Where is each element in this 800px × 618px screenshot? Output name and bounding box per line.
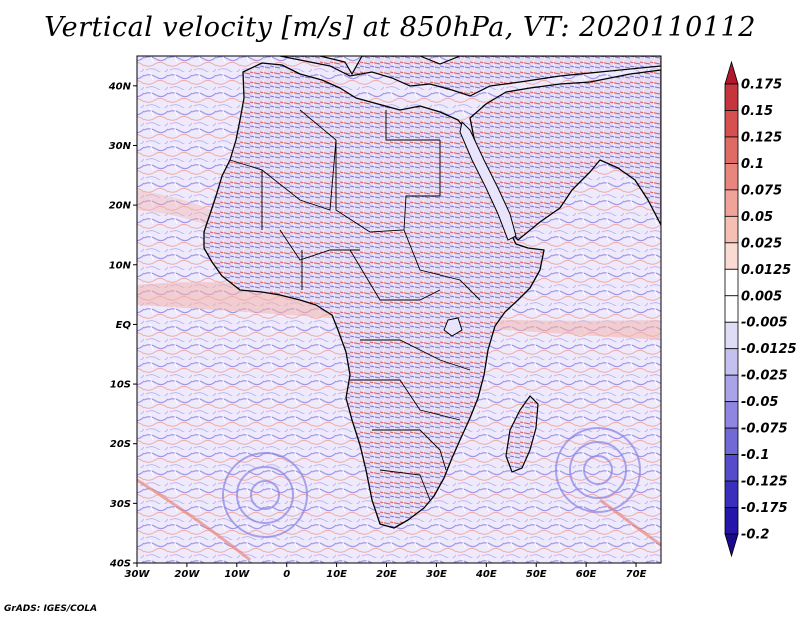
lat-tick-label: 40S (109, 559, 131, 570)
lat-tick-label: 10N (109, 260, 132, 271)
colorbar-label: 0.05 (741, 210, 773, 225)
lon-tick-label: 70E (626, 569, 647, 580)
front-west (137, 478, 251, 562)
colorbar-segment (724, 189, 739, 217)
front-east (599, 498, 661, 547)
lon-tick-label: 50E (526, 569, 547, 580)
colorbar-label: -0.175 (741, 501, 788, 516)
footer-credit: GrADS: IGES/COLA (4, 604, 98, 614)
colorbar-label: 0.025 (741, 236, 782, 251)
country-borders (229, 109, 481, 501)
colorbar-segment (724, 163, 739, 191)
lon-tick-label: 40E (475, 569, 497, 580)
colorbar-label: 0.175 (741, 78, 782, 93)
colorbar-segment (724, 295, 739, 323)
map-panel (136, 55, 662, 564)
colorbar-label: 0.075 (741, 183, 782, 198)
longitude-axis: 30W 20W 10W 0 10E 20E 30E 40E 50E 60E 70E (125, 563, 647, 580)
map-title: Vertical velocity [m/s] at 850hPa, VT: 2… (44, 12, 756, 43)
lat-tick-label: 30S (110, 499, 131, 510)
itcz-band (137, 282, 660, 340)
lon-tick-label: 10W (224, 569, 250, 580)
lat-tick-label: 20S (110, 439, 131, 450)
colorbar-label: -0.05 (741, 395, 778, 410)
lat-tick-label: 30N (109, 141, 132, 152)
swirl-atlantic (222, 452, 308, 538)
colorbar-segment (724, 374, 739, 403)
lon-tick-label: 30E (426, 569, 447, 580)
colorbar-segment (724, 348, 739, 376)
colorbar-label: -0.075 (741, 422, 788, 437)
colorbar-segment (724, 136, 739, 164)
colorbar-label: 0.125 (741, 130, 782, 145)
africa-landmass (203, 62, 545, 529)
madagascar (505, 395, 539, 473)
colorbar-segment (724, 242, 739, 270)
map-frame (136, 55, 662, 564)
lon-tick-label: 20W (174, 569, 200, 580)
europe-landmass (279, 56, 661, 97)
colorbar-segment (724, 83, 739, 111)
red-sea (459, 120, 517, 241)
colorbar-label: -0.0125 (741, 342, 797, 357)
lon-tick-label: 0 (283, 569, 290, 580)
colorbar-label: -0.025 (741, 369, 788, 384)
colorbar-label: -0.125 (741, 475, 788, 490)
lat-tick-label: 10S (110, 380, 131, 391)
colorbar-label: 0.005 (741, 289, 782, 304)
colorbar-label: -0.005 (741, 316, 788, 331)
colorbar-segment (724, 401, 739, 429)
colorbar-label: -0.2 (741, 528, 769, 543)
colorbar-label: -0.1 (741, 448, 769, 463)
colorbar-label: 0.0125 (741, 263, 791, 278)
colorbar-label: 0.15 (741, 104, 773, 119)
lat-tick-label: 20N (109, 201, 132, 212)
lon-tick-label: 10E (326, 569, 347, 580)
latitude-axis: 40N 30N 20N 10N EQ 10S 20S 30S 40S (108, 81, 137, 570)
colorbar-bottom-arrow (724, 533, 739, 558)
colorbar-segment (724, 427, 739, 455)
lon-tick-label: 60E (576, 569, 597, 580)
colorbar-segment (724, 507, 739, 535)
swirl-indian (555, 427, 641, 513)
lon-tick-label: 20E (376, 569, 397, 580)
lon-tick-label: 30W (125, 569, 151, 580)
colorbar-label: 0.1 (741, 157, 764, 172)
colorbar-segment (724, 268, 739, 297)
lat-tick-label: EQ (116, 320, 132, 331)
colorbar-top-arrow (724, 60, 739, 85)
lake-victoria (443, 317, 463, 337)
lat-tick-label: 40N (108, 81, 132, 92)
colorbar-segment (724, 215, 739, 244)
colorbar-segment (724, 110, 739, 138)
colorbar-segment (724, 454, 739, 482)
colorbar-segment (724, 480, 739, 508)
colorbar: 0.175 0.15 0.125 0.1 0.075 0.05 0.025 0.0125 0.0… (724, 60, 797, 558)
colorbar-segment (724, 321, 739, 350)
